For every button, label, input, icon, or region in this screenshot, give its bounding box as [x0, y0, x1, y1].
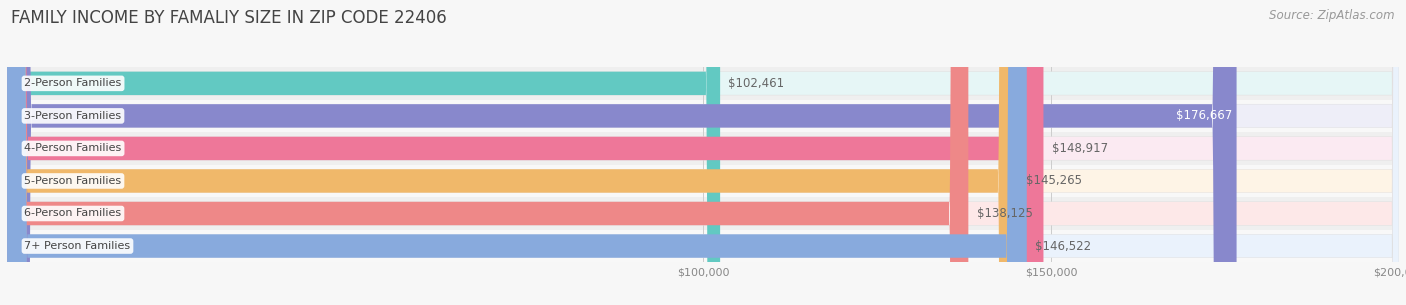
- Bar: [7, 132, 1399, 165]
- Bar: [7, 197, 1399, 230]
- FancyBboxPatch shape: [7, 0, 1399, 305]
- FancyBboxPatch shape: [7, 0, 720, 305]
- FancyBboxPatch shape: [7, 0, 1399, 305]
- Text: Source: ZipAtlas.com: Source: ZipAtlas.com: [1270, 9, 1395, 22]
- FancyBboxPatch shape: [7, 0, 1043, 305]
- FancyBboxPatch shape: [7, 0, 1018, 305]
- FancyBboxPatch shape: [7, 0, 1399, 305]
- Text: 5-Person Families: 5-Person Families: [24, 176, 121, 186]
- Text: $138,125: $138,125: [977, 207, 1032, 220]
- FancyBboxPatch shape: [7, 0, 1399, 305]
- FancyBboxPatch shape: [7, 0, 969, 305]
- Text: $146,522: $146,522: [1035, 239, 1091, 253]
- Text: $145,265: $145,265: [1026, 174, 1083, 188]
- Text: 7+ Person Families: 7+ Person Families: [24, 241, 131, 251]
- Text: FAMILY INCOME BY FAMALIY SIZE IN ZIP CODE 22406: FAMILY INCOME BY FAMALIY SIZE IN ZIP COD…: [11, 9, 447, 27]
- Text: 6-Person Families: 6-Person Families: [24, 209, 121, 218]
- Text: $176,667: $176,667: [1177, 109, 1233, 122]
- Bar: [7, 165, 1399, 197]
- Text: $102,461: $102,461: [728, 77, 785, 90]
- Text: $148,917: $148,917: [1052, 142, 1108, 155]
- FancyBboxPatch shape: [7, 0, 1399, 305]
- FancyBboxPatch shape: [7, 0, 1026, 305]
- Text: 4-Person Families: 4-Person Families: [24, 143, 122, 153]
- Bar: [7, 100, 1399, 132]
- Bar: [7, 67, 1399, 100]
- FancyBboxPatch shape: [7, 0, 1237, 305]
- Bar: [7, 230, 1399, 262]
- Text: 3-Person Families: 3-Person Families: [24, 111, 121, 121]
- FancyBboxPatch shape: [7, 0, 1399, 305]
- Text: 2-Person Families: 2-Person Families: [24, 78, 122, 88]
